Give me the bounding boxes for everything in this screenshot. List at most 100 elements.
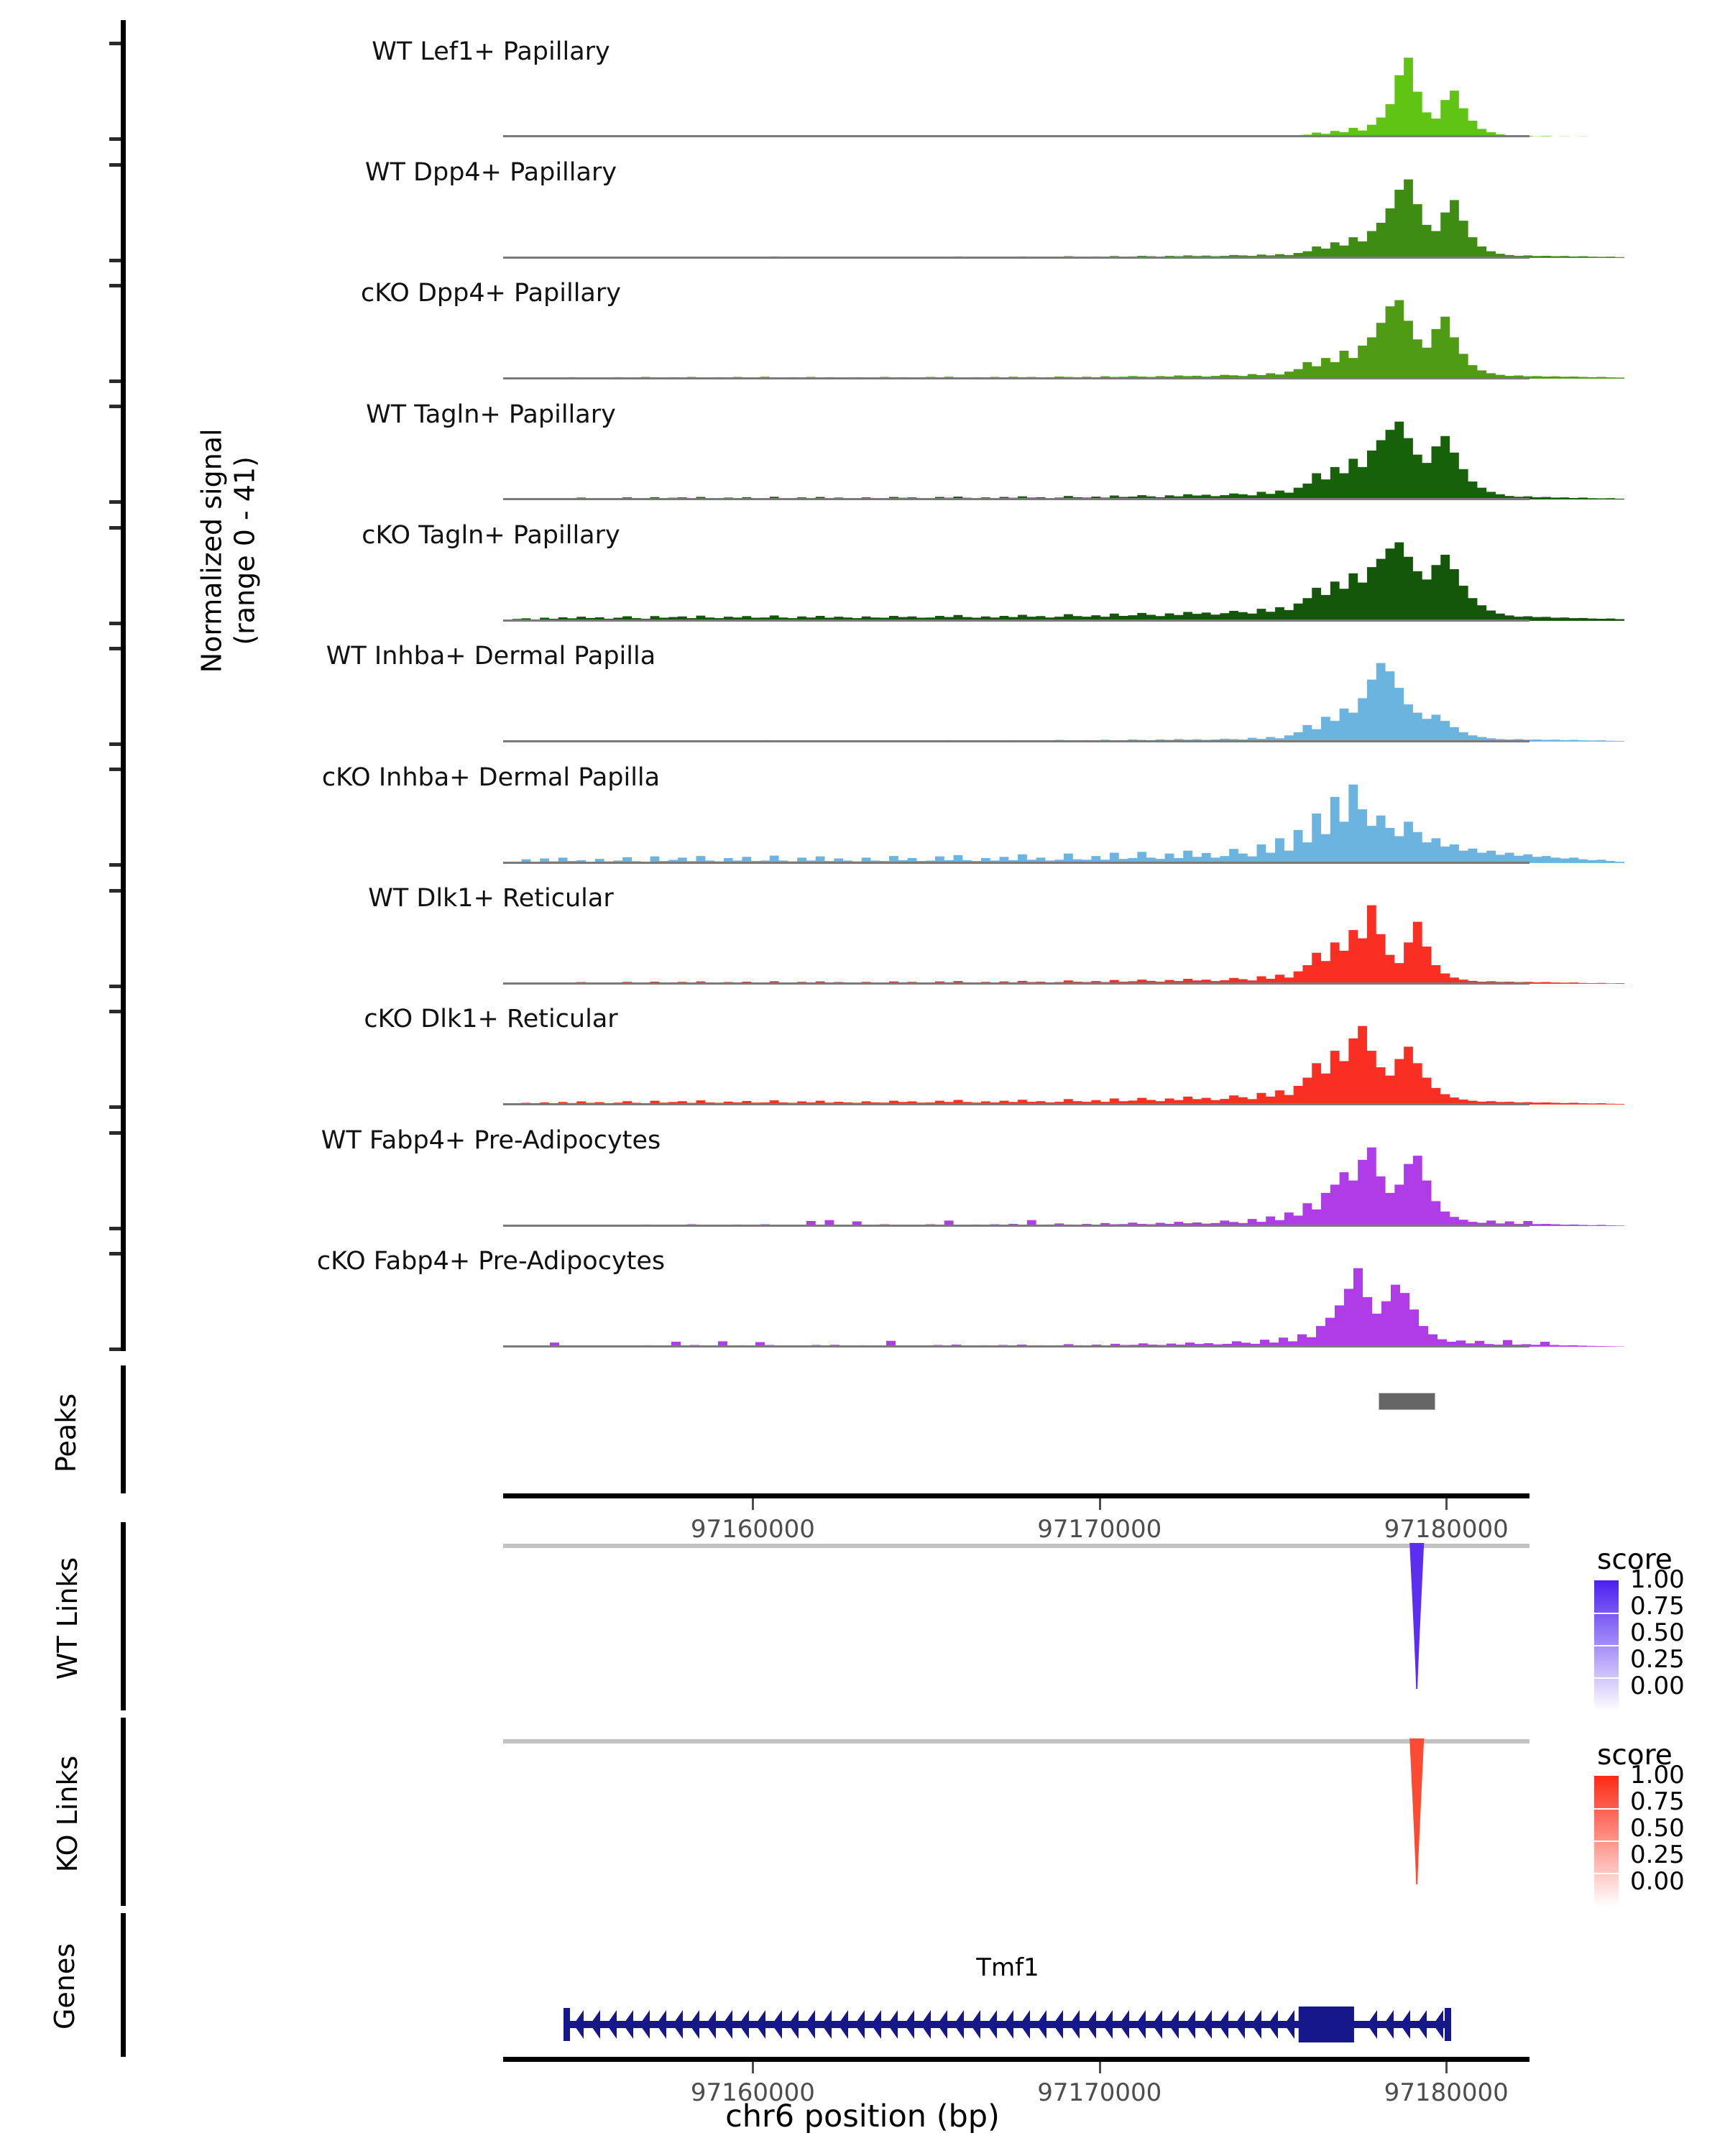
legend-tick: 0.75: [1630, 1787, 1685, 1816]
coverage-track: cKO Inhba+ Dermal Papilla: [121, 746, 1624, 867]
gene-model-tmf1[interactable]: [564, 2005, 1452, 2044]
y-axis-tick: [109, 863, 121, 867]
coverage-track-label: cKO Dpp4+ Papillary: [361, 279, 621, 308]
ko-links-legend: score 1.00 0.75 0.50 0.25 0.00: [1594, 1739, 1685, 1907]
coverage-track: cKO Tagln+ Papillary: [121, 504, 1624, 625]
legend-tick: 1.00: [1630, 1761, 1685, 1789]
y-axis-tick: [109, 984, 121, 988]
y-axis-tick: [109, 1130, 121, 1135]
y-axis-tick: [109, 379, 121, 384]
coverage-tracks-panel: WT Lef1+ Papillary WT Dpp4+ Papillary cKO …: [109, 20, 1624, 1351]
coverage-baseline: [503, 498, 1530, 501]
x-axis-tick-label: 97160000: [690, 2078, 815, 2107]
coverage-area: [503, 905, 1624, 984]
coverage-baseline: [503, 135, 1530, 138]
y-axis-tick: [109, 1347, 121, 1351]
y-axis-tick: [109, 647, 121, 651]
x-axis-tick-label: 97170000: [1037, 2078, 1162, 2107]
x-axis-tick: [1445, 1498, 1448, 1510]
legend-tick: 0.25: [1630, 1645, 1685, 1674]
coverage-baseline: [503, 377, 1530, 380]
coverage-track: WT Dlk1+ Reticular: [121, 867, 1624, 988]
ko-links-baseline: [503, 1739, 1530, 1743]
coverage-track: WT Lef1+ Papillary: [121, 20, 1624, 141]
y-axis-tick: [109, 1105, 121, 1110]
coverage-track-label: WT Dlk1+ Reticular: [368, 884, 614, 913]
link-arc[interactable]: [1409, 1738, 1425, 1885]
wt-links-legend-title: score: [1597, 1544, 1673, 1576]
y-axis-tick: [109, 42, 121, 46]
peaks-axis-line: [121, 1365, 126, 1493]
coverage-area: [503, 784, 1624, 863]
legend-tick: 0.50: [1630, 1814, 1685, 1843]
coverage-area: [503, 663, 1624, 742]
y-axis-tick: [109, 525, 121, 530]
y-axis-tick: [109, 500, 121, 505]
x-axis-tick-label: 97160000: [690, 1515, 815, 1544]
coverage-track: WT Fabp4+ Pre-Adipocytes: [121, 1109, 1624, 1230]
coverage-baseline: [503, 1224, 1530, 1227]
coverage-track: WT Inhba+ Dermal Papilla: [121, 625, 1624, 746]
coverage-track: cKO Dlk1+ Reticular: [121, 988, 1624, 1109]
x-axis-tick: [1098, 2062, 1101, 2073]
wt-links-plot: [503, 1522, 1530, 1710]
genes-x-axis-line: [503, 2057, 1530, 2062]
coverage-track-label: WT Tagln+ Papillary: [366, 400, 616, 429]
coverage-area: [503, 421, 1624, 500]
coverage-baseline: [503, 1103, 1530, 1106]
coverage-track: cKO Fabp4+ Pre-Adipocytes: [121, 1230, 1624, 1351]
coverage-track-label: WT Inhba+ Dermal Papilla: [326, 642, 656, 671]
x-axis-tick: [752, 2062, 755, 2073]
y-axis-tick: [109, 137, 121, 142]
wt-links-track-label: WT Links: [52, 1557, 83, 1680]
coverage-track-label: WT Dpp4+ Papillary: [364, 157, 617, 187]
coverage-track-label: cKO Dlk1+ Reticular: [364, 1005, 618, 1034]
x-axis-tick-label: 97170000: [1037, 1515, 1162, 1544]
ko-links-track-label: KO Links: [52, 1755, 83, 1873]
coverage-track-label: cKO Tagln+ Papillary: [362, 521, 620, 550]
peaks-x-axis-line: [503, 1493, 1530, 1498]
ko-links-legend-gradient: [1594, 1776, 1619, 1907]
ko-links-axis-line: [121, 1718, 126, 1906]
y-axis-tick: [109, 1010, 121, 1014]
y-axis-tick: [109, 405, 121, 409]
x-axis-tick: [1445, 2062, 1448, 2073]
y-axis-tick: [109, 768, 121, 772]
coverage-track: WT Tagln+ Papillary: [121, 383, 1624, 504]
coverage-baseline: [503, 256, 1530, 259]
ko-links-plot: [503, 1718, 1530, 1906]
x-axis-tick: [752, 1498, 755, 1510]
legend-tick: 0.75: [1630, 1592, 1685, 1621]
y-axis-tick: [109, 742, 121, 747]
gene-label-tmf1: Tmf1: [976, 1953, 1039, 1982]
coverage-track: WT Dpp4+ Papillary: [121, 141, 1624, 262]
peak-region-bar[interactable]: [1379, 1393, 1436, 1410]
coverage-track-label: cKO Fabp4+ Pre-Adipocytes: [316, 1247, 666, 1276]
legend-tick: 0.00: [1630, 1672, 1685, 1700]
coverage-area: [503, 57, 1624, 137]
coverage-area: [503, 300, 1624, 379]
coverage-area: [503, 1268, 1624, 1347]
legend-tick: 0.50: [1630, 1618, 1685, 1647]
legend-tick: 0.25: [1630, 1841, 1685, 1869]
link-arc[interactable]: [1409, 1543, 1425, 1690]
coverage-baseline: [503, 861, 1530, 864]
coverage-area: [503, 542, 1624, 621]
coverage-track-label: WT Fabp4+ Pre-Adipocytes: [321, 1125, 661, 1155]
y-axis-tick: [109, 621, 121, 625]
x-axis-tick-label: 97180000: [1384, 2078, 1509, 2107]
x-axis-tick: [1098, 1498, 1101, 1510]
coverage-baseline: [503, 1345, 1530, 1348]
coverage-baseline: [503, 982, 1530, 985]
wt-links-legend-ticks: 1.00 0.75 0.50 0.25 0.00: [1630, 1567, 1685, 1698]
legend-tick: 0.00: [1630, 1867, 1685, 1896]
genes-track-label: Genes: [49, 1943, 80, 2030]
coverage-y-axis-line: [121, 20, 126, 1351]
x-axis-title: chr6 position (bp): [725, 2099, 1000, 2134]
y-axis-tick: [109, 162, 121, 167]
coverage-baseline: [503, 619, 1530, 622]
wt-links-baseline: [503, 1544, 1530, 1548]
wt-links-axis-line: [121, 1522, 126, 1710]
coverage-baseline: [503, 740, 1530, 743]
